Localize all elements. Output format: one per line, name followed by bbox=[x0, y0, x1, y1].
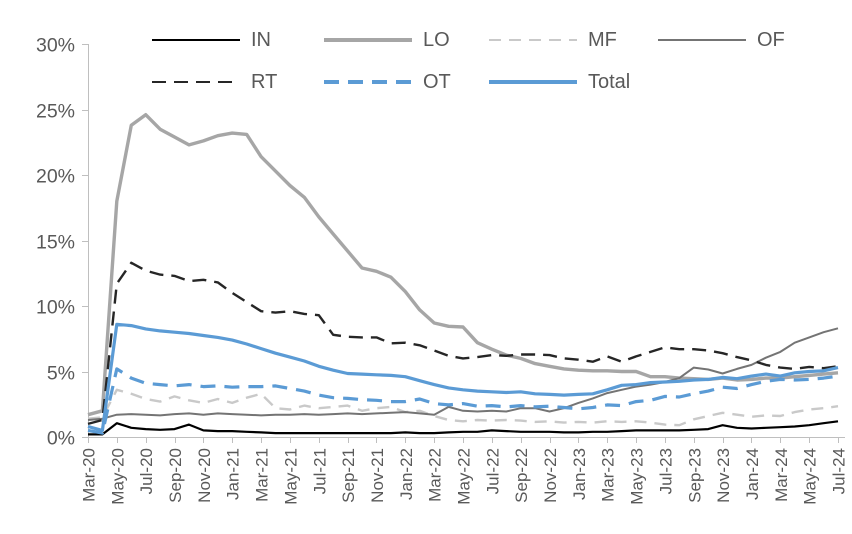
x-axis-tick-label: Jul-24 bbox=[830, 448, 849, 494]
legend-label-lo: LO bbox=[423, 29, 450, 51]
x-axis-tick-label: Nov-20 bbox=[195, 448, 214, 503]
y-axis-tick-label: 20% bbox=[36, 166, 75, 188]
legend-item-total: Total bbox=[489, 71, 630, 93]
legend-item-mf: MF bbox=[489, 29, 617, 51]
x-axis-tick-label: Sep-20 bbox=[166, 448, 185, 503]
series-line-lo bbox=[87, 112, 839, 417]
x-axis-tick-label: Sep-23 bbox=[685, 448, 704, 503]
x-axis-tick-label: Mar-24 bbox=[772, 448, 791, 502]
x-axis-tick-label: Jan-23 bbox=[570, 448, 589, 500]
y-axis-tick-label: 10% bbox=[36, 297, 75, 319]
x-axis-tick-label: Jul-21 bbox=[310, 448, 329, 494]
x-axis-tick-label: May-20 bbox=[108, 448, 127, 505]
legend-line-in-icon bbox=[152, 38, 240, 42]
x-axis-tick-label: May-24 bbox=[801, 448, 820, 505]
series-line-ot bbox=[87, 367, 839, 435]
legend-line-mf-icon bbox=[489, 38, 577, 42]
legend-label-rt: RT bbox=[251, 71, 278, 93]
x-axis-tick-label: Nov-22 bbox=[541, 448, 560, 503]
x-axis-tick-label: May-22 bbox=[455, 448, 474, 505]
x-axis-tick-label: Mar-21 bbox=[253, 448, 272, 502]
x-axis-tick-label: May-23 bbox=[628, 448, 647, 505]
legend-item-in: IN bbox=[152, 29, 271, 51]
x-axis-tick-label: Nov-21 bbox=[368, 448, 387, 503]
legend-line-rt-icon bbox=[152, 80, 240, 84]
legend-label-total: Total bbox=[588, 71, 631, 93]
legend-label-in: IN bbox=[251, 29, 271, 51]
legend-label-mf: MF bbox=[588, 29, 617, 51]
x-axis-tick-label: Jan-24 bbox=[743, 448, 762, 500]
series-line-rt bbox=[87, 261, 839, 426]
legend-line-total-icon bbox=[489, 80, 577, 84]
x-axis-tick-label: Nov-23 bbox=[714, 448, 733, 503]
legend-item-of: OF bbox=[658, 29, 785, 51]
x-axis-tick-label: Jul-20 bbox=[137, 448, 156, 494]
y-axis-tick-label: 15% bbox=[36, 232, 75, 254]
x-axis-tick-label: Sep-22 bbox=[512, 448, 531, 503]
y-axis-tick-label: 0% bbox=[47, 428, 75, 450]
x-axis-tick-label: Mar-23 bbox=[599, 448, 618, 502]
legend-label-ot: OT bbox=[423, 71, 451, 93]
x-axis-tick-label: Jan-21 bbox=[224, 448, 243, 500]
series-line-total bbox=[87, 322, 839, 432]
y-axis-tick-label: 30% bbox=[36, 35, 75, 57]
series-line-of bbox=[87, 327, 839, 421]
legend-line-ot-icon bbox=[324, 80, 412, 84]
series-line-in bbox=[88, 420, 839, 436]
legend-item-rt: RT bbox=[152, 71, 277, 93]
x-axis-tick-label: Jul-23 bbox=[656, 448, 675, 494]
x-axis-tick-label: Jul-22 bbox=[483, 448, 502, 494]
legend-item-ot: OT bbox=[324, 71, 451, 93]
y-axis-tick-label: 5% bbox=[47, 363, 75, 385]
x-axis-tick-label: Mar-20 bbox=[80, 448, 99, 502]
y-axis-tick-label: 25% bbox=[36, 101, 75, 123]
legend-item-lo: LO bbox=[324, 29, 450, 51]
legend-label-of: OF bbox=[757, 29, 785, 51]
legend-line-of-icon bbox=[658, 39, 746, 41]
series-line-mf bbox=[87, 388, 839, 427]
x-axis-tick-label: Jan-22 bbox=[397, 448, 416, 500]
x-axis-tick-label: Mar-22 bbox=[426, 448, 445, 502]
x-axis-tick-label: May-21 bbox=[281, 448, 300, 505]
legend-line-lo-icon bbox=[324, 38, 412, 42]
x-axis-tick-label: Sep-21 bbox=[339, 448, 358, 503]
